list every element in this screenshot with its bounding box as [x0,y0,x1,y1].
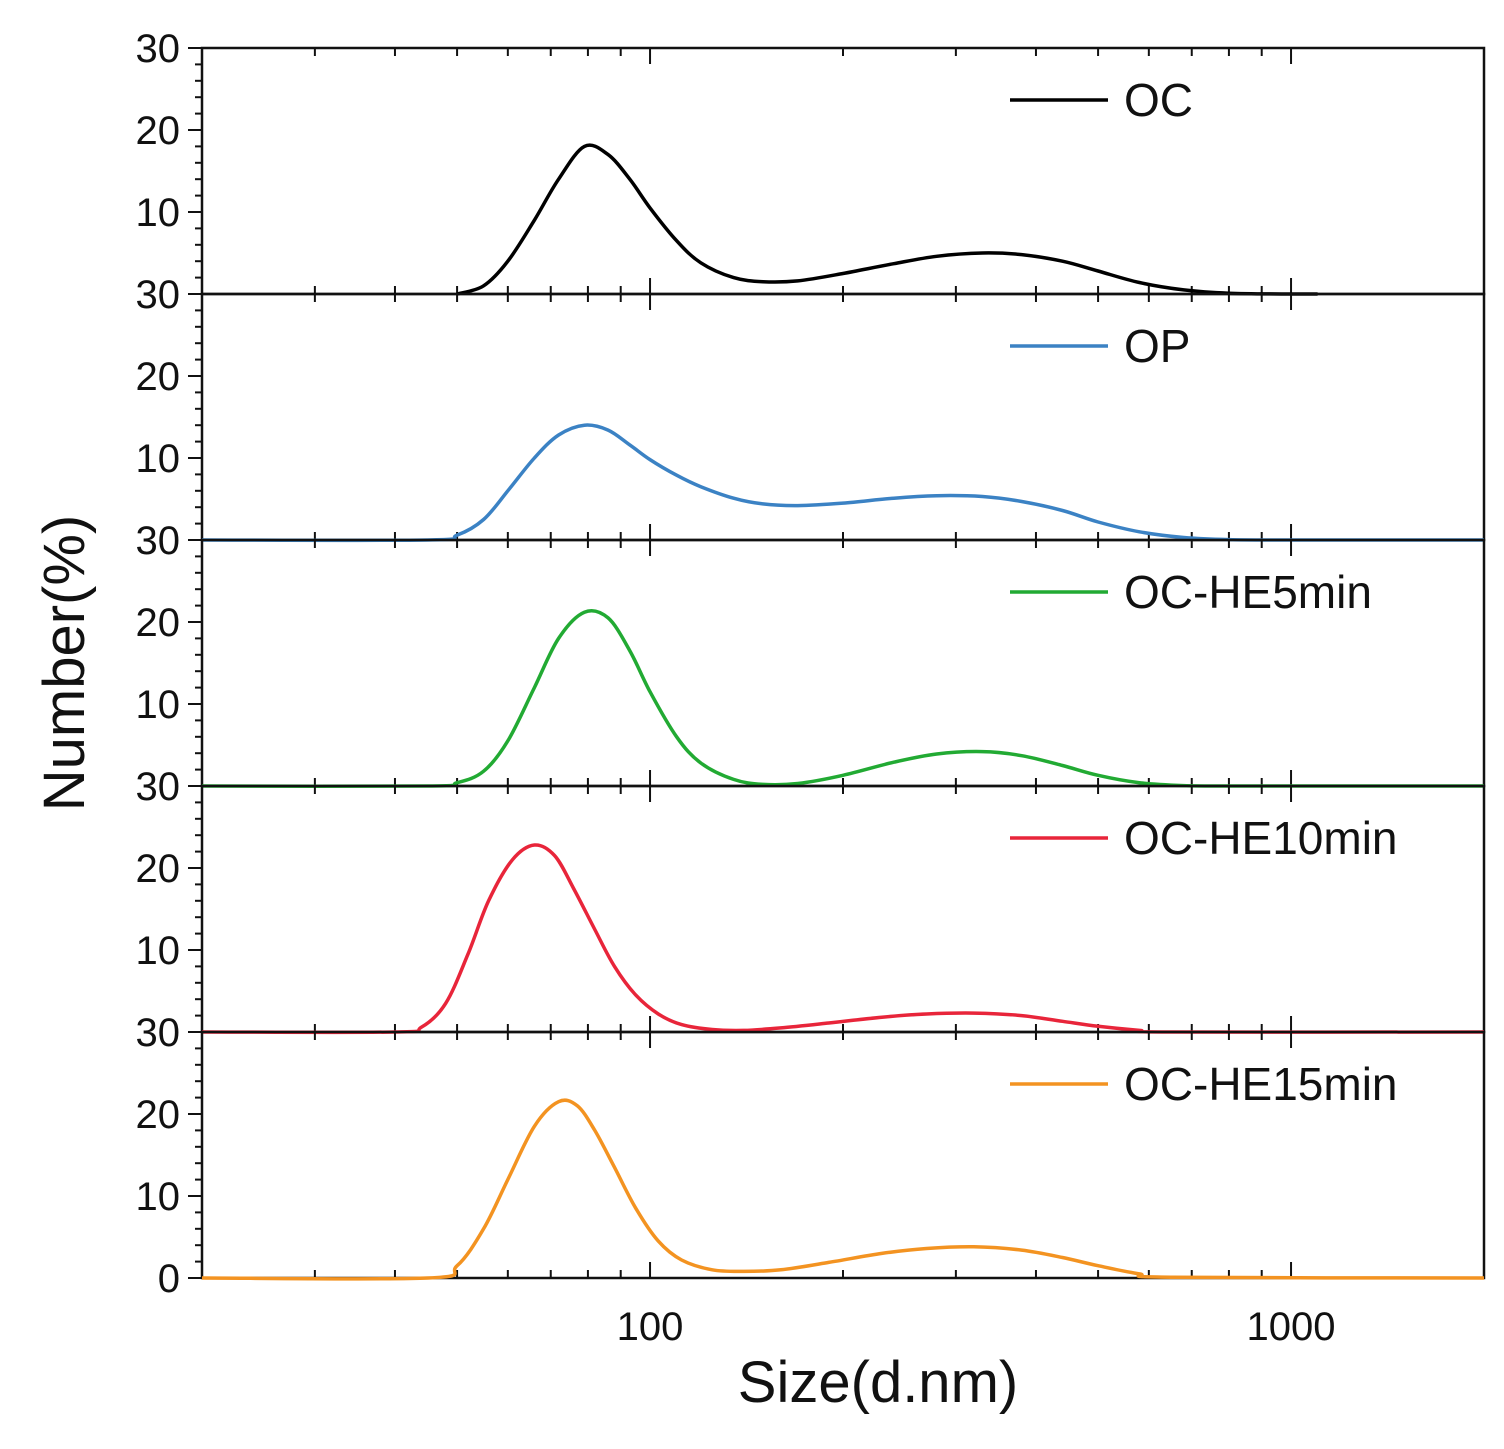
y-tick-label: 30 [136,1011,181,1055]
y-tick-label: 20 [136,109,181,153]
panel-op: 30 20 10 OP [136,273,1486,543]
panel-oc-he10min: 30 20 10 OC-HE10min [136,765,1486,1035]
x-tick-label: 100 [617,1305,684,1349]
panel-oc-he5min: 30 20 10 OC-HE5min [136,519,1486,788]
y-tick-label: 0 [158,1257,180,1301]
y-tick-label: 10 [136,191,181,235]
y-tick-label: 20 [136,601,181,645]
y-tick-label: 30 [136,27,181,71]
panel-oc: 30 20 10 OC [136,27,1486,296]
plot-frame [200,46,1486,296]
legend-label: OC [1124,74,1193,126]
x-axis-title: Size(d.nm) [738,1350,1018,1415]
series-line-oc-he15min [201,1098,1485,1281]
y-tick-label: 20 [136,1093,181,1137]
legend-label: OC-HE10min [1124,812,1398,864]
y-tick-label: 10 [136,929,181,973]
y-tick-label: 10 [136,1175,181,1219]
series-line-oc-he10min [201,843,1485,1035]
series-line-op [201,423,1485,543]
panel-oc-he15min: 30 20 10 0 OC-HE15min [136,1011,1486,1301]
legend-label: OC-HE5min [1124,566,1372,618]
legend-label: OC-HE15min [1124,1058,1398,1110]
y-axis-title: Number(%) [32,515,97,812]
y-tick-label: 20 [136,847,181,891]
y-tick-label: 30 [136,519,181,563]
series-line-oc-he5min [201,608,1484,788]
y-tick-label: 10 [136,437,181,481]
legend-label: OP [1124,320,1190,372]
series-line-oc [456,143,1318,296]
panels-layer: 30 20 10 OC 30 20 10 OP 30 20 10 OC-HE5min 30 20 10 OC-… [136,27,1486,1349]
y-tick-label: 20 [136,355,181,399]
y-tick-label: 10 [136,683,181,727]
y-tick-label: 30 [136,765,181,809]
y-tick-label: 30 [136,273,181,317]
x-tick-label: 1000 [1247,1305,1336,1349]
